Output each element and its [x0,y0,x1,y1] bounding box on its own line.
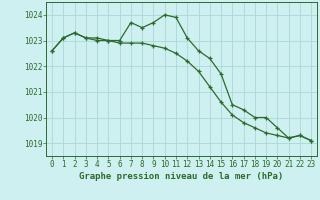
X-axis label: Graphe pression niveau de la mer (hPa): Graphe pression niveau de la mer (hPa) [79,172,284,181]
